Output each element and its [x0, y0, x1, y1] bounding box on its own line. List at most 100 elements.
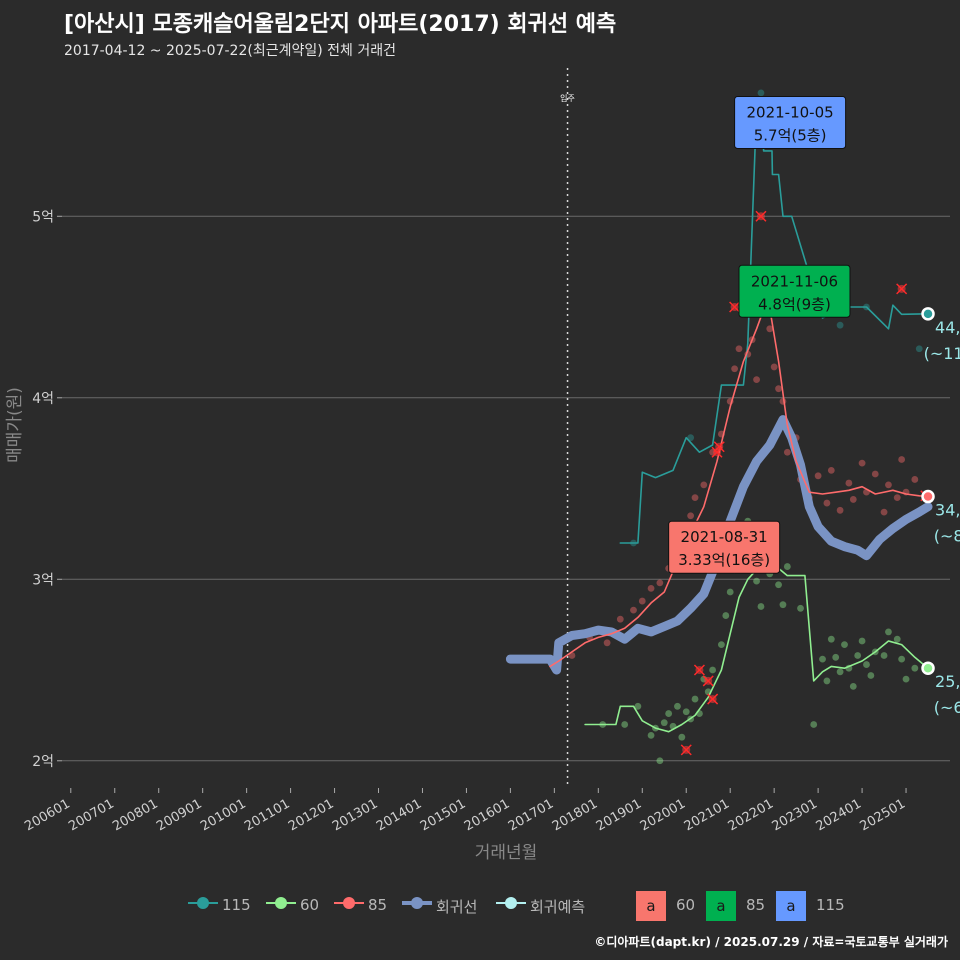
legend-label-85: 85 [368, 896, 388, 914]
scatter-point-60 [709, 666, 717, 674]
scatter-point-60 [647, 731, 655, 739]
x-mark [693, 664, 705, 676]
y-tick-label: 3억 [32, 572, 54, 588]
scatter-point-60 [898, 655, 906, 663]
legend-dot [197, 897, 209, 909]
scatter-point-85 [893, 494, 901, 501]
y-tick-label: 5억 [32, 209, 54, 225]
scatter-point-60 [863, 661, 870, 668]
legend-dot [505, 897, 517, 909]
scatter-point-60 [858, 637, 866, 645]
legend-box-label-60: 60 [676, 896, 696, 914]
x-mark-cross [693, 664, 705, 676]
scatter-point-115 [915, 345, 923, 353]
scatter-point-115 [836, 321, 844, 329]
y-tick-label: 2억 [32, 754, 54, 770]
x-mark-cross [896, 283, 908, 295]
scatter-point-60 [841, 641, 848, 649]
x-tick-label: 202501 [858, 796, 908, 834]
legend-label-115: 115 [222, 896, 251, 914]
scatter-point-85 [871, 470, 879, 478]
scatter-point-85 [616, 615, 624, 623]
scatter-point-60 [880, 652, 888, 659]
x-tick-label: 201401 [374, 796, 424, 834]
price-chart: 2억3억4억5억20060120070120080120090120100120… [5, 68, 960, 863]
scatter-point-60 [867, 672, 875, 679]
scatter-point-85 [638, 597, 646, 605]
x-tick-label: 201001 [198, 796, 248, 834]
scatter-point-60 [911, 664, 919, 672]
scatter-point-60 [775, 581, 782, 589]
scatter-point-60 [660, 719, 668, 727]
scatter-point-60 [726, 588, 734, 596]
scatter-point-60 [757, 603, 765, 610]
scatter-point-85 [898, 456, 906, 463]
scatter-point-60 [885, 628, 892, 636]
scatter-point-85 [836, 506, 844, 514]
scatter-point-60 [902, 675, 910, 683]
annotation-box [738, 264, 851, 318]
scatter-point-85 [827, 466, 835, 474]
scatter-point-60 [836, 668, 844, 676]
scatter-point-85 [731, 365, 738, 373]
scatter-point-60 [810, 721, 818, 728]
end-point-85 [921, 489, 935, 504]
x-tick-label: 202001 [638, 796, 688, 834]
x-mark-cross [702, 675, 714, 687]
annotation-box [734, 95, 847, 149]
x-axis-title: 거래년월 [475, 843, 538, 863]
scatter-point-60 [832, 653, 840, 661]
scatter-point-85 [849, 496, 857, 503]
end-size-115: (~115㎡) [924, 344, 960, 363]
scatter-point-85 [630, 606, 637, 614]
series-line-115 [619, 106, 929, 544]
scatter-point-60 [665, 710, 673, 717]
x-mark [713, 441, 725, 453]
chart-legend: 115 60 85 회귀선 회귀예측 a 60 a 85 a 115 [0, 888, 960, 924]
annotation-2: 2021-08-31 3.33억(16층) [668, 520, 781, 574]
scatter-point-115 [687, 434, 695, 442]
scatter-point-85 [783, 448, 791, 456]
x-tick-label: 200601 [22, 796, 72, 834]
x-tick-label: 201901 [594, 796, 644, 834]
scatter-point-85 [647, 584, 655, 592]
x-mark-cross [680, 744, 692, 756]
legend-box-115: a [776, 891, 806, 921]
legend-dot [411, 897, 423, 909]
chart-subtitle: 2017-04-12 ~ 2025-07-22(최근계약일) 전체 거래건 [64, 43, 396, 59]
chart-title: [아산시] 모종캐슬어울림2단지 아파트(2017) 회귀선 예측 [64, 12, 617, 37]
scatter-point-85 [700, 481, 708, 489]
scatter-point-60 [823, 677, 831, 685]
scatter-point-85 [775, 385, 782, 393]
scatter-point-60 [854, 652, 862, 659]
x-tick-label: 200901 [154, 796, 204, 834]
scatter-point-60 [783, 563, 791, 570]
scatter-point-60 [849, 682, 857, 690]
x-mark [755, 210, 767, 222]
x-mark-cross [713, 441, 725, 453]
scatter-point-85 [735, 345, 743, 353]
legend-label-forecast: 회귀예측 [530, 898, 586, 916]
annotation-box [668, 520, 781, 574]
scatter-point-60 [674, 702, 681, 710]
scatter-point-60 [682, 708, 690, 716]
annotation-date: 2021-10-05 [747, 103, 834, 121]
x-tick-label: 201501 [418, 796, 468, 834]
scatter-point-60 [691, 695, 699, 703]
x-mark [702, 675, 714, 687]
legend-box-label-85: 85 [746, 896, 766, 914]
legend-box-85: a [706, 891, 736, 921]
y-tick-label: 4억 [32, 391, 54, 407]
scatter-point-85 [687, 512, 695, 520]
y-axis-title: 매매가(원) [5, 387, 25, 463]
scatter-point-85 [770, 363, 778, 371]
scatter-point-60 [893, 635, 901, 643]
annotation-date: 2021-11-06 [751, 272, 838, 290]
x-tick-label: 202101 [682, 796, 732, 834]
legend-label-60: 60 [300, 896, 320, 914]
legend-key-forecast [496, 897, 526, 909]
scatter-point-60 [819, 655, 826, 663]
scatter-point-60 [634, 702, 642, 710]
legend-key-regression [402, 897, 432, 909]
x-mark-cross [729, 301, 741, 313]
